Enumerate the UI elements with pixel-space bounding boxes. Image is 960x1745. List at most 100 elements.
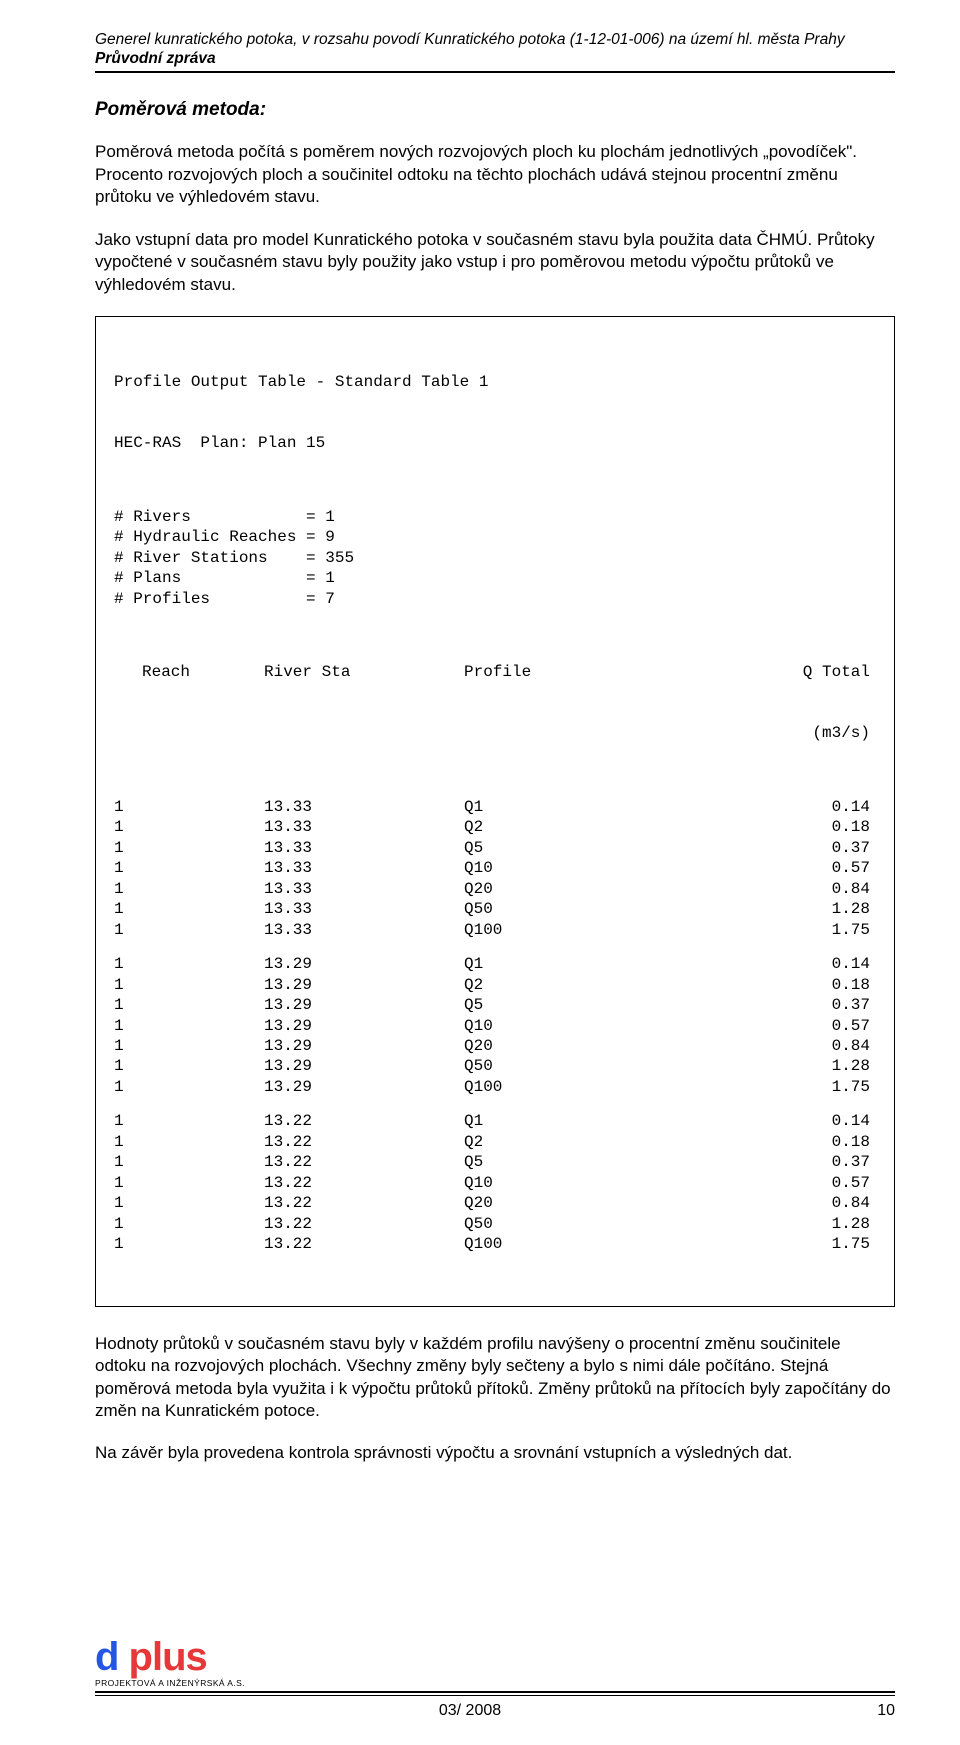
table-row: 113.22Q1001.75	[114, 1234, 876, 1254]
cell-q: 0.18	[664, 817, 876, 837]
table-row: 113.22Q501.28	[114, 1214, 876, 1234]
cell-profile: Q5	[464, 1152, 664, 1172]
table-meta-line: # Profiles = 7	[114, 589, 876, 609]
cell-reach: 1	[114, 1173, 264, 1193]
table-group: 113.22Q10.14113.22Q20.18113.22Q50.37113.…	[114, 1111, 876, 1254]
cell-station: 13.33	[264, 899, 464, 919]
cell-reach: 1	[114, 1193, 264, 1213]
col-q-total: Q Total	[664, 662, 876, 682]
table-row: 113.33Q10.14	[114, 797, 876, 817]
cell-reach: 1	[114, 995, 264, 1015]
paragraph-2: Jako vstupní data pro model Kunratického…	[95, 229, 895, 296]
cell-station: 13.33	[264, 817, 464, 837]
cell-reach: 1	[114, 954, 264, 974]
table-row: 113.29Q200.84	[114, 1036, 876, 1056]
cell-reach: 1	[114, 879, 264, 899]
cell-station: 13.33	[264, 838, 464, 858]
cell-reach: 1	[114, 1056, 264, 1076]
cell-station: 13.29	[264, 975, 464, 995]
cell-station: 13.22	[264, 1132, 464, 1152]
cell-reach: 1	[114, 899, 264, 919]
col-reach: Reach	[114, 662, 264, 682]
cell-station: 13.22	[264, 1152, 464, 1172]
cell-profile: Q5	[464, 838, 664, 858]
cell-profile: Q100	[464, 1077, 664, 1097]
footer-date: 03/ 2008	[95, 1702, 845, 1720]
table-meta-line: # River Stations = 355	[114, 548, 876, 568]
cell-reach: 1	[114, 838, 264, 858]
cell-profile: Q2	[464, 1132, 664, 1152]
logo: d plus PROJEKTOVÁ A INŽENÝRSKÁ A.S.	[95, 1635, 895, 1688]
cell-profile: Q1	[464, 954, 664, 974]
table-row: 113.33Q200.84	[114, 879, 876, 899]
table-meta-line: # Plans = 1	[114, 568, 876, 588]
cell-profile: Q2	[464, 975, 664, 995]
header-subtitle: Průvodní zpráva	[95, 50, 895, 68]
cell-reach: 1	[114, 1214, 264, 1234]
cell-q: 0.84	[664, 879, 876, 899]
section-title: Poměrová metoda:	[95, 99, 895, 121]
table-row: 113.22Q20.18	[114, 1132, 876, 1152]
cell-reach: 1	[114, 1234, 264, 1254]
logo-subtitle: PROJEKTOVÁ A INŽENÝRSKÁ A.S.	[95, 1678, 895, 1688]
logo-part2: plus	[118, 1635, 206, 1679]
cell-profile: Q50	[464, 1056, 664, 1076]
table-row: 113.22Q100.57	[114, 1173, 876, 1193]
cell-q: 1.28	[664, 1056, 876, 1076]
cell-q: 0.37	[664, 1152, 876, 1172]
cell-q: 0.37	[664, 838, 876, 858]
cell-q: 0.84	[664, 1036, 876, 1056]
cell-reach: 1	[114, 920, 264, 940]
cell-profile: Q10	[464, 858, 664, 878]
cell-reach: 1	[114, 1132, 264, 1152]
table-row: 113.29Q20.18	[114, 975, 876, 995]
table-row: 113.33Q20.18	[114, 817, 876, 837]
table-row: 113.33Q1001.75	[114, 920, 876, 940]
cell-profile: Q50	[464, 899, 664, 919]
table-row: 113.29Q50.37	[114, 995, 876, 1015]
table-row: 113.22Q10.14	[114, 1111, 876, 1131]
header-title: Generel kunratického potoka, v rozsahu p…	[95, 30, 895, 49]
cell-profile: Q10	[464, 1016, 664, 1036]
table-subtitle: HEC-RAS Plan: Plan 15	[114, 433, 876, 453]
cell-station: 13.33	[264, 858, 464, 878]
cell-q: 1.28	[664, 1214, 876, 1234]
cell-station: 13.22	[264, 1193, 464, 1213]
cell-reach: 1	[114, 858, 264, 878]
table-meta: # Rivers = 1# Hydraulic Reaches = 9# Riv…	[114, 507, 876, 609]
cell-profile: Q20	[464, 1193, 664, 1213]
cell-profile: Q10	[464, 1173, 664, 1193]
cell-q: 1.75	[664, 920, 876, 940]
cell-profile: Q20	[464, 879, 664, 899]
cell-q: 0.37	[664, 995, 876, 1015]
cell-station: 13.33	[264, 879, 464, 899]
cell-q: 0.14	[664, 797, 876, 817]
table-title: Profile Output Table - Standard Table 1	[114, 372, 876, 392]
table-meta-line: # Hydraulic Reaches = 9	[114, 527, 876, 547]
cell-profile: Q100	[464, 920, 664, 940]
cell-q: 1.75	[664, 1234, 876, 1254]
output-table: Profile Output Table - Standard Table 1 …	[95, 316, 895, 1307]
cell-station: 13.22	[264, 1214, 464, 1234]
header-divider	[95, 71, 895, 73]
table-group: 113.33Q10.14113.33Q20.18113.33Q50.37113.…	[114, 797, 876, 940]
cell-q: 1.75	[664, 1077, 876, 1097]
table-group: 113.29Q10.14113.29Q20.18113.29Q50.37113.…	[114, 954, 876, 1097]
footer-divider	[95, 1691, 895, 1696]
col-unit: (m3/s)	[114, 723, 876, 743]
table-row: 113.29Q501.28	[114, 1056, 876, 1076]
cell-profile: Q50	[464, 1214, 664, 1234]
cell-reach: 1	[114, 797, 264, 817]
cell-station: 13.22	[264, 1173, 464, 1193]
cell-profile: Q1	[464, 1111, 664, 1131]
cell-station: 13.22	[264, 1234, 464, 1254]
paragraph-4: Na závěr byla provedena kontrola správno…	[95, 1442, 895, 1464]
cell-reach: 1	[114, 975, 264, 995]
cell-station: 13.29	[264, 1016, 464, 1036]
table-row: 113.33Q501.28	[114, 899, 876, 919]
table-row: 113.33Q100.57	[114, 858, 876, 878]
paragraph-3: Hodnoty průtoků v současném stavu byly v…	[95, 1333, 895, 1423]
table-row: 113.29Q10.14	[114, 954, 876, 974]
cell-profile: Q1	[464, 797, 664, 817]
cell-station: 13.33	[264, 920, 464, 940]
